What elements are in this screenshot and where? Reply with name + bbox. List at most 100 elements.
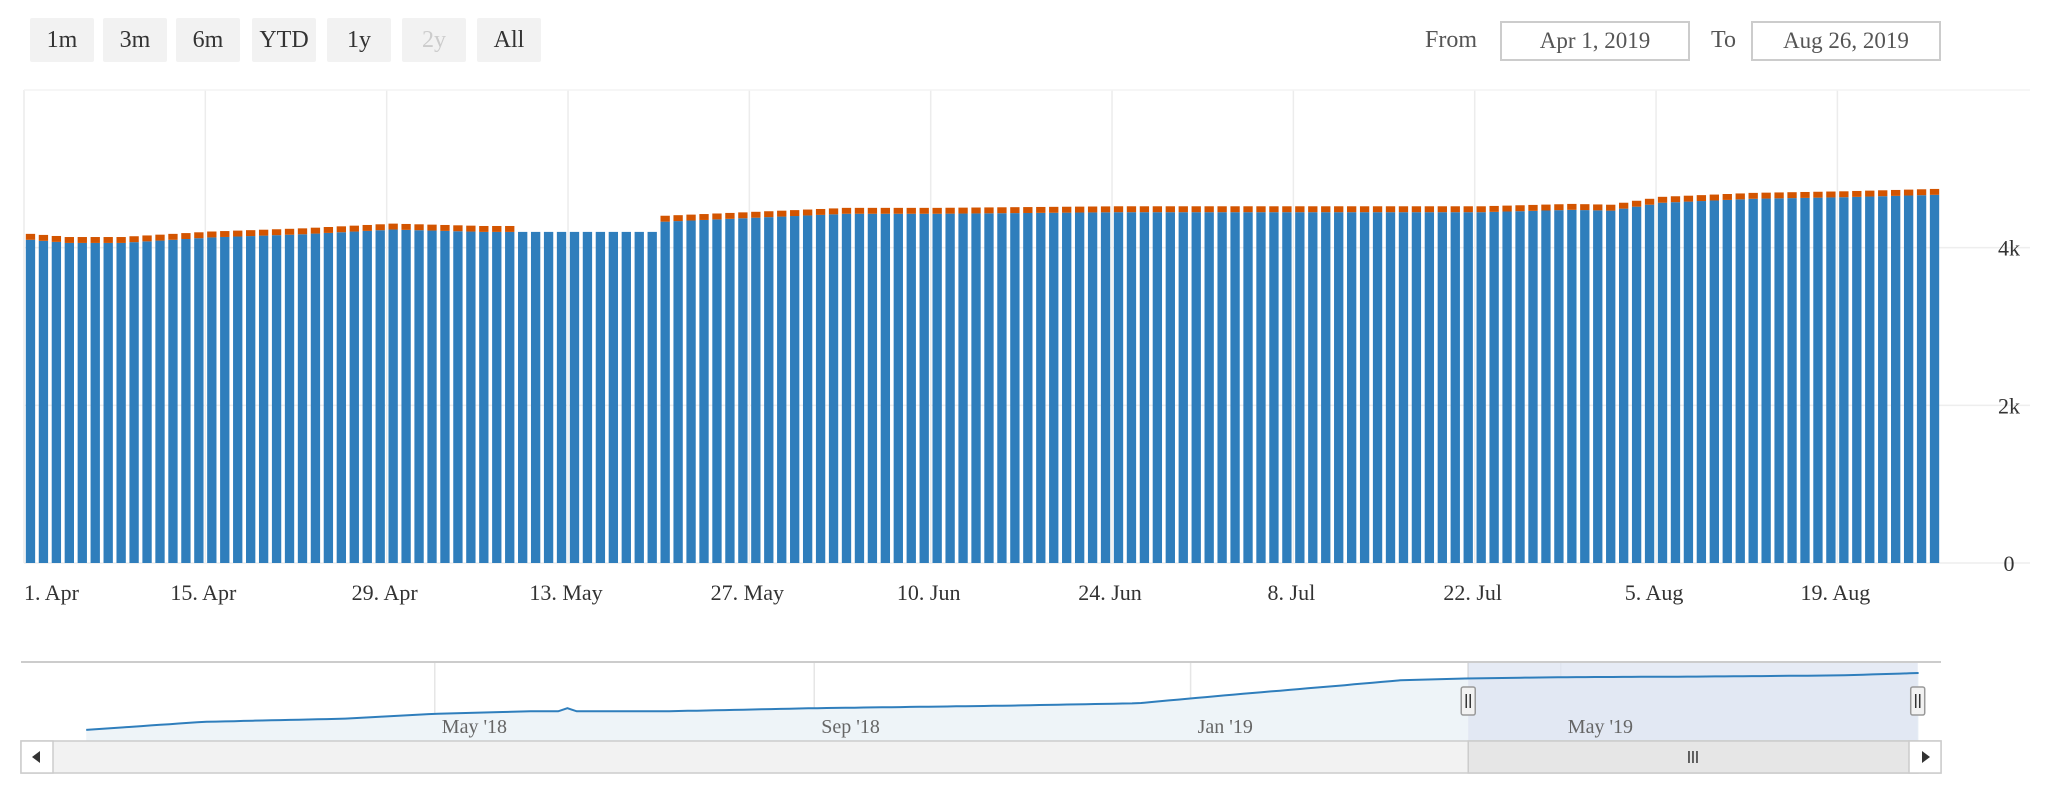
bar-secondary bbox=[777, 210, 787, 217]
from-date-input[interactable]: Apr 1, 2019 bbox=[1500, 21, 1690, 61]
bar-secondary bbox=[1359, 206, 1370, 213]
range-button-ytd[interactable]: YTD bbox=[252, 18, 316, 62]
bar-primary bbox=[220, 236, 230, 564]
bar-secondary bbox=[686, 214, 696, 221]
bar-primary bbox=[1036, 212, 1046, 564]
bar-primary bbox=[1010, 213, 1020, 563]
y-axis: 0 2k 4k bbox=[1998, 236, 2020, 576]
bar-secondary bbox=[1308, 206, 1318, 213]
bar-secondary bbox=[453, 225, 463, 232]
bar-secondary bbox=[349, 225, 359, 232]
bar-primary bbox=[492, 231, 502, 563]
bar-primary bbox=[1087, 212, 1098, 563]
scroll-right-button[interactable] bbox=[1908, 740, 1942, 774]
scroll-left-button[interactable] bbox=[20, 740, 54, 774]
bar-primary bbox=[699, 219, 709, 563]
bar-primary bbox=[1463, 212, 1473, 564]
bar-secondary bbox=[828, 208, 839, 215]
x-tick-label: 8. Jul bbox=[1268, 580, 1316, 605]
bar-secondary bbox=[1787, 192, 1797, 199]
bar-primary bbox=[1709, 200, 1719, 563]
bar-primary bbox=[1411, 212, 1422, 564]
bar-primary bbox=[1489, 211, 1499, 563]
range-button-1y[interactable]: 1y bbox=[327, 18, 391, 62]
bar-secondary bbox=[802, 209, 813, 216]
bar-primary bbox=[777, 216, 787, 564]
scrollbar-thumb[interactable] bbox=[1467, 740, 1919, 774]
bar-primary bbox=[1683, 201, 1694, 563]
bar-secondary bbox=[1813, 191, 1823, 198]
bar-secondary bbox=[1839, 191, 1849, 198]
bar-secondary bbox=[1929, 188, 1940, 195]
bar-secondary bbox=[1916, 189, 1927, 196]
bar-secondary bbox=[1593, 204, 1603, 211]
bar-primary bbox=[1631, 206, 1642, 563]
bar-primary bbox=[505, 231, 515, 563]
bar-primary bbox=[466, 231, 476, 564]
bar-secondary bbox=[1437, 206, 1447, 213]
scrollbar[interactable] bbox=[20, 740, 1942, 774]
bar-secondary bbox=[142, 235, 152, 242]
bar-secondary bbox=[1074, 206, 1085, 213]
navigator[interactable]: May '18 Sep '18 Jan '19 May '19 bbox=[21, 661, 1941, 741]
bar-primary bbox=[1813, 197, 1823, 563]
bar-primary bbox=[77, 242, 87, 564]
bar-secondary bbox=[336, 226, 347, 233]
range-button-3m[interactable]: 3m bbox=[103, 18, 167, 62]
bar-secondary bbox=[1023, 207, 1033, 213]
to-date-input[interactable]: Aug 26, 2019 bbox=[1751, 21, 1941, 61]
bar-primary bbox=[647, 231, 657, 563]
bar-secondary bbox=[1528, 204, 1538, 211]
x-tick-label: 29. Apr bbox=[352, 580, 419, 605]
bar-primary bbox=[271, 235, 282, 563]
bar-secondary bbox=[181, 233, 191, 239]
bar-primary bbox=[414, 230, 424, 564]
bar-primary bbox=[258, 235, 269, 563]
bar-secondary bbox=[1087, 206, 1098, 213]
bar-primary bbox=[932, 213, 942, 564]
bar-primary bbox=[1903, 195, 1914, 563]
bar-secondary bbox=[1010, 207, 1020, 214]
bar-secondary bbox=[906, 207, 916, 214]
bar-primary bbox=[1826, 197, 1836, 563]
bar-secondary bbox=[1178, 206, 1188, 213]
bar-primary bbox=[284, 234, 295, 564]
bar-secondary bbox=[388, 223, 398, 230]
bar-primary bbox=[155, 240, 165, 564]
range-button-6m[interactable]: 6m bbox=[176, 18, 240, 62]
navigator-selected-range[interactable] bbox=[1468, 662, 1918, 741]
bar-primary bbox=[1269, 212, 1279, 564]
bar-secondary bbox=[440, 224, 450, 231]
bar-secondary bbox=[1230, 206, 1240, 213]
bar-primary bbox=[1346, 212, 1357, 564]
bar-secondary bbox=[1398, 206, 1409, 213]
bar-primary bbox=[1178, 212, 1188, 564]
bar-primary bbox=[1735, 199, 1745, 563]
range-button-2y: 2y bbox=[402, 18, 466, 62]
bar-primary bbox=[673, 221, 683, 564]
bar-secondary bbox=[375, 224, 385, 231]
range-button-1m[interactable]: 1m bbox=[30, 18, 94, 62]
bar-primary bbox=[1929, 194, 1940, 563]
bar-primary bbox=[1541, 210, 1551, 563]
bar-primary bbox=[569, 231, 580, 563]
bar-secondary bbox=[1036, 206, 1046, 213]
bar-secondary bbox=[323, 227, 334, 233]
bar-primary bbox=[1748, 198, 1758, 564]
range-button-all[interactable]: All bbox=[477, 18, 541, 62]
bar-primary bbox=[1657, 202, 1668, 563]
bar-primary bbox=[1437, 212, 1447, 564]
bar-secondary bbox=[1450, 206, 1460, 213]
bar-primary bbox=[1023, 212, 1033, 564]
bar-primary bbox=[1282, 212, 1292, 564]
bar-secondary bbox=[673, 215, 683, 222]
bar-secondary bbox=[103, 237, 113, 243]
navigator-label: Sep '18 bbox=[821, 716, 880, 738]
bar-primary bbox=[51, 241, 62, 563]
bar-secondary bbox=[1256, 206, 1266, 213]
navigator-handle-left[interactable] bbox=[1460, 686, 1476, 716]
bar-primary bbox=[1606, 210, 1616, 564]
navigator-handle-right[interactable] bbox=[1909, 686, 1926, 716]
bar-secondary bbox=[207, 231, 217, 238]
